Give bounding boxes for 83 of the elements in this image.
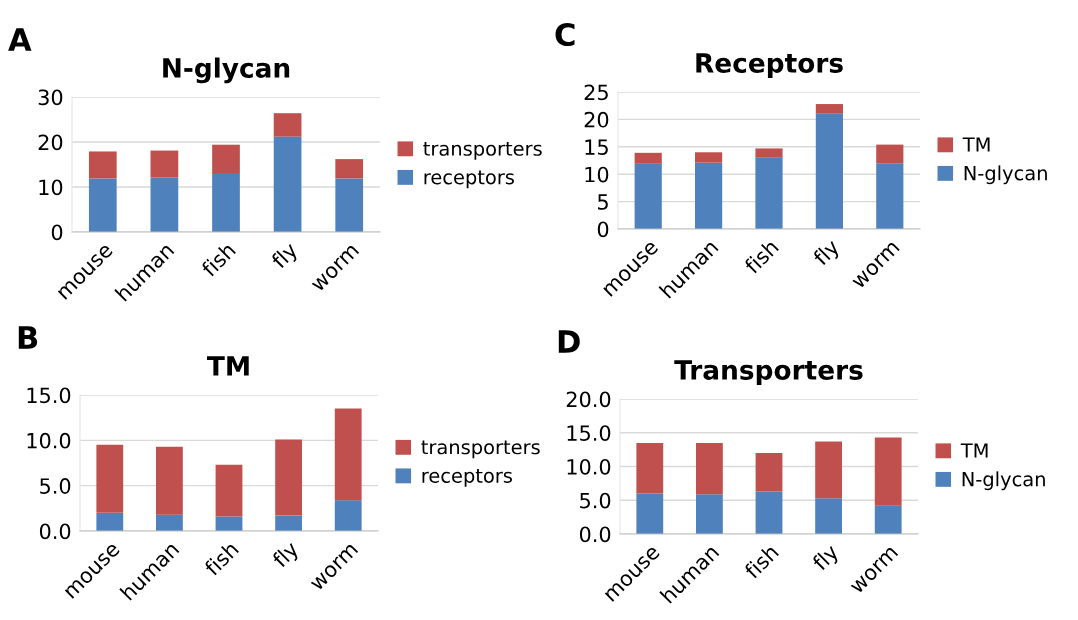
bar: [155, 446, 183, 515]
y-tick-label: 25: [584, 84, 608, 101]
bar: [88, 151, 117, 179]
legend-label: N-glycan: [962, 471, 1045, 491]
text: C: [555, 22, 575, 47]
y-tick-label: 5.0: [40, 478, 71, 494]
bar: [334, 500, 362, 531]
bar: [874, 505, 902, 534]
bar: [155, 514, 183, 531]
chart-title: N-glycan: [163, 57, 290, 84]
legend-label: receptors: [424, 170, 514, 189]
y-tick-label: 15.0: [27, 387, 71, 404]
legend-label: N-glycan: [964, 165, 1047, 185]
x-tick-label: fish: [200, 241, 237, 278]
y-tick-label: 10: [585, 166, 609, 183]
bar: [275, 515, 303, 531]
x-tick-label: fly: [810, 542, 843, 575]
bar: [755, 453, 783, 492]
bar: [634, 163, 662, 229]
bar: [96, 444, 124, 513]
bar: [755, 157, 783, 229]
y-tick-label: 5: [598, 194, 608, 210]
y-tick-label: 20.0: [566, 391, 611, 408]
y-tick-label: 10: [39, 179, 63, 196]
bar: [273, 136, 302, 232]
x-tick-label: fish: [203, 540, 240, 577]
bar: [815, 441, 843, 499]
bar: [150, 150, 179, 178]
bar: [215, 516, 243, 531]
y-tick-label: 30: [38, 89, 63, 106]
text: A: [8, 28, 32, 51]
bar: [96, 512, 124, 531]
bar: [695, 152, 723, 163]
y-tick-label: 0.0: [579, 526, 611, 543]
bar: [215, 464, 243, 517]
bar: [634, 152, 662, 164]
x-tick-label: fly: [269, 240, 302, 273]
bar: [212, 173, 240, 232]
bar: [150, 177, 179, 232]
y-tick-label: 10.0: [27, 432, 71, 449]
x-tick-label: fly: [811, 237, 844, 270]
y-tick-label: 5.0: [580, 492, 611, 509]
bar: [273, 113, 302, 137]
bar: [755, 491, 783, 534]
x-tick-label: fly: [270, 539, 303, 572]
chart-title: Receptors: [696, 53, 843, 79]
bar: [874, 437, 902, 506]
legend-label: TM: [960, 443, 988, 458]
y-tick-label: 15: [585, 139, 608, 156]
bar: [815, 104, 843, 114]
bar: [695, 442, 723, 495]
bar: [335, 159, 364, 179]
bar: [815, 498, 843, 534]
y-tick-label: 0: [51, 224, 63, 241]
bar: [335, 178, 364, 232]
chart-title: TM: [207, 356, 249, 376]
legend-label: TM: [962, 137, 990, 152]
chart-title: Transporters: [674, 360, 863, 386]
bar: [212, 144, 240, 174]
legend-label: receptors: [422, 468, 512, 487]
y-tick-label: 10.0: [567, 458, 611, 475]
legend-label: transporters: [423, 141, 542, 160]
x-tick-label: fish: [743, 238, 780, 275]
bar: [876, 163, 904, 229]
text: D: [558, 330, 580, 353]
bar: [88, 178, 117, 232]
y-tick-label: 20: [38, 134, 63, 151]
text: B: [18, 326, 38, 349]
legend-label: transporters: [421, 440, 540, 459]
bar: [876, 144, 904, 164]
bar: [695, 162, 723, 229]
bar: [815, 113, 843, 229]
y-tick-label: 20: [584, 111, 609, 128]
bar: [275, 439, 303, 516]
bar: [755, 148, 783, 158]
bar: [636, 493, 664, 534]
y-tick-label: 0.0: [39, 523, 71, 540]
x-tick-label: fish: [743, 543, 780, 580]
bar: [695, 494, 723, 534]
y-tick-label: 0: [597, 221, 609, 238]
bar: [334, 408, 362, 501]
y-tick-label: 15.0: [567, 425, 611, 441]
bar: [636, 442, 664, 494]
